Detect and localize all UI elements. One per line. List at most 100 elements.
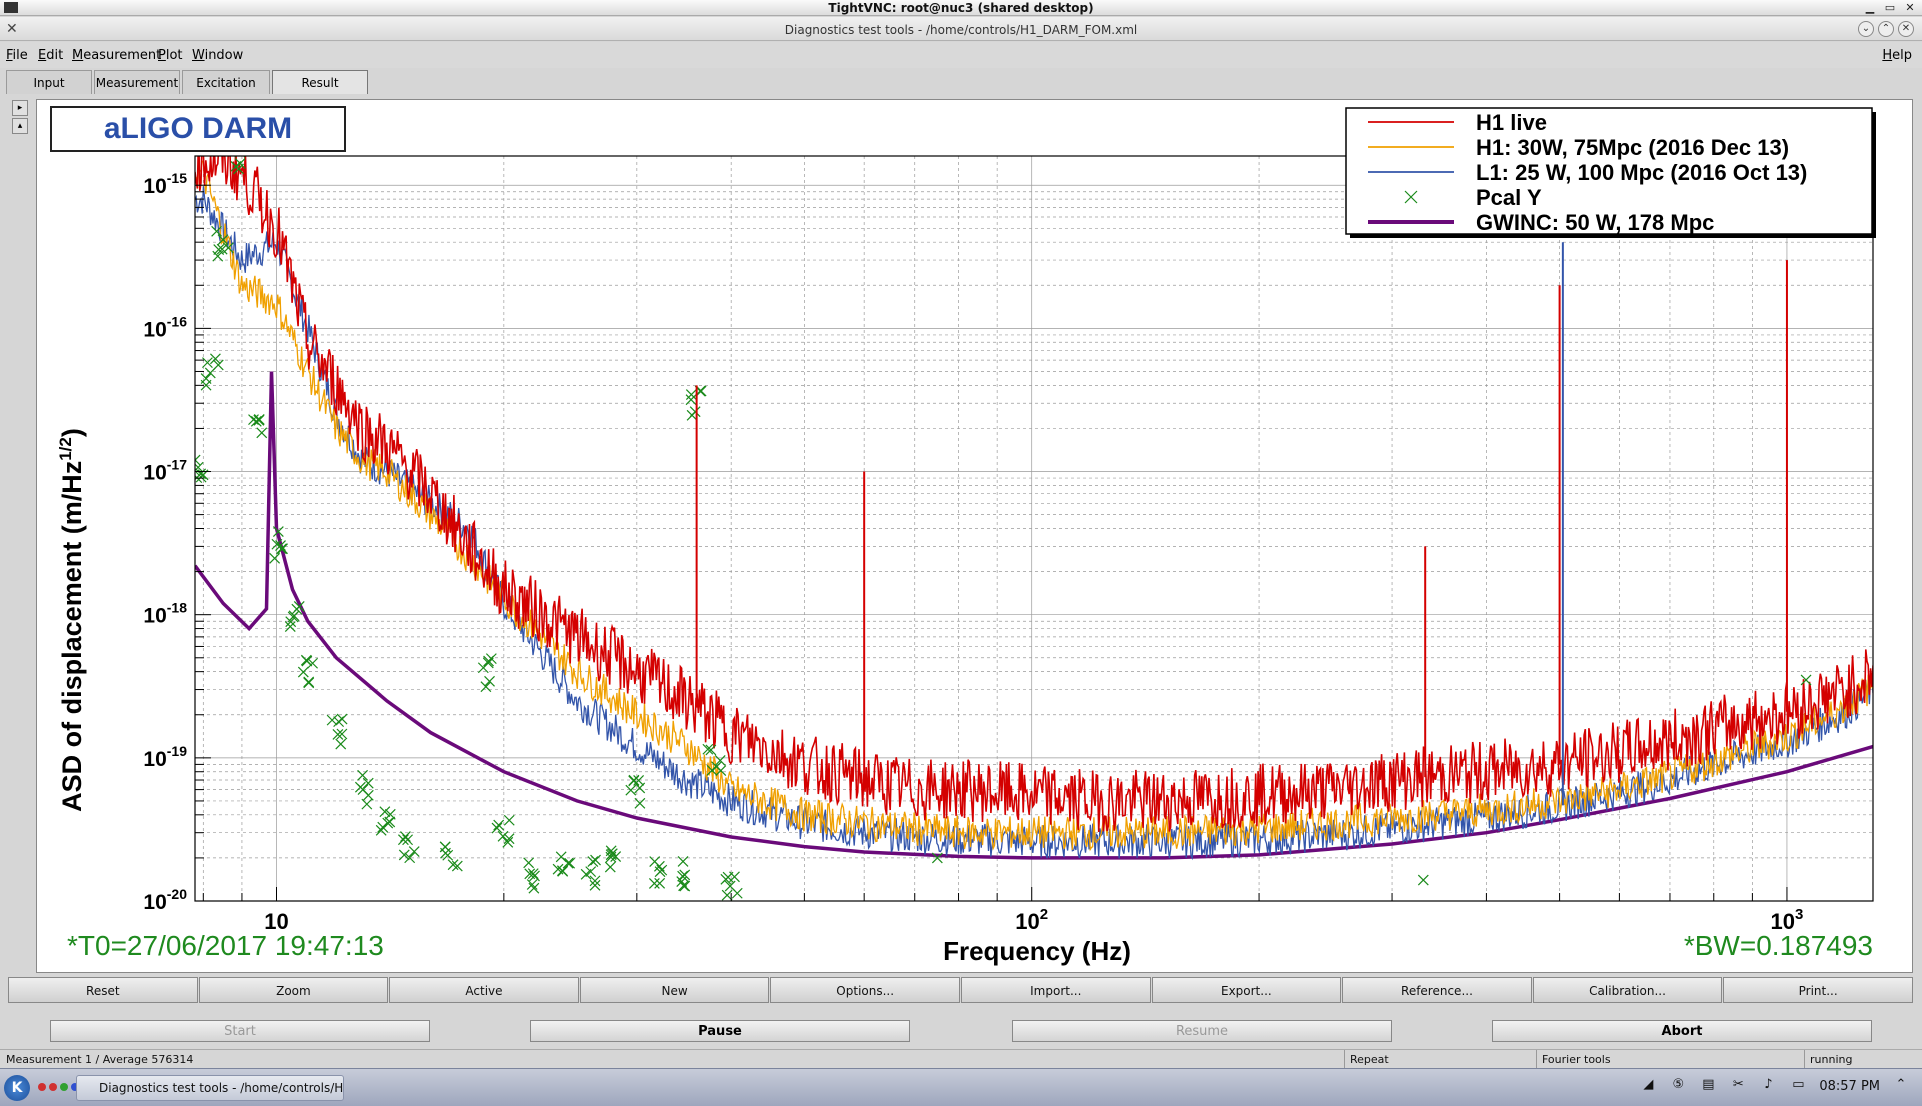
- menu-help[interactable]: Help: [1882, 48, 1912, 63]
- pcal-marker: [1417, 874, 1429, 886]
- resume-button[interactable]: Resume: [1012, 1020, 1392, 1042]
- pcal-marker: [234, 157, 246, 169]
- pcal-marker: [589, 875, 601, 887]
- app-minimize-icon[interactable]: ⌄: [1858, 21, 1874, 37]
- calibration-button[interactable]: Calibration...: [1532, 977, 1723, 1003]
- vnc-close-icon[interactable]: ✕: [1905, 1, 1915, 14]
- pcal-marker: [524, 868, 536, 880]
- pcal-marker: [400, 831, 411, 842]
- pcal-marker: [357, 769, 369, 781]
- pcal-marker: [375, 824, 387, 836]
- taskbar-task-label: Diagnostics test tools - /home/controls/…: [99, 1081, 344, 1095]
- pcal-marker: [256, 427, 268, 439]
- pcal-marker: [527, 868, 539, 880]
- scroll-up-icon[interactable]: ▴: [12, 118, 28, 134]
- pcal-marker: [402, 834, 414, 846]
- clipboard-icon[interactable]: ▤: [1702, 1077, 1715, 1092]
- tab-excitation[interactable]: Excitation: [182, 70, 270, 94]
- start-button[interactable]: Start: [50, 1020, 430, 1042]
- pcal-marker: [384, 808, 396, 820]
- app-close-icon[interactable]: ✕: [1898, 21, 1914, 37]
- pcal-marker: [633, 775, 645, 786]
- pcal-marker: [216, 243, 228, 255]
- pcal-marker: [361, 798, 373, 810]
- import-button[interactable]: Import...: [960, 977, 1151, 1003]
- reference-button[interactable]: Reference...: [1342, 977, 1532, 1003]
- series-pcal-y: [195, 156, 1812, 901]
- menu-measurement[interactable]: Measurement: [72, 48, 162, 63]
- volume-icon[interactable]: ♪: [1764, 1077, 1773, 1092]
- menu-edit[interactable]: Edit: [38, 48, 64, 63]
- tab-measurement[interactable]: Measurement: [94, 70, 180, 94]
- pcal-marker: [685, 389, 697, 401]
- network-icon[interactable]: ◢: [1643, 1077, 1654, 1092]
- tools-icon[interactable]: ✂: [1732, 1077, 1744, 1092]
- legend-label: Pcal Y: [1476, 185, 1542, 210]
- pcal-marker: [397, 834, 409, 846]
- pause-button[interactable]: Pause: [530, 1020, 910, 1042]
- t0-label: *T0=27/06/2017 19:47:13: [67, 930, 384, 961]
- plot-canvas[interactable]: 10 102 103 10-15 10-16 10-17 10-18 10-19 10-20 a…: [36, 99, 1913, 973]
- pcal-marker: [377, 821, 389, 833]
- y-tick-label: 10-15: [143, 170, 187, 198]
- y-tick-label: 10-18: [143, 600, 187, 628]
- pcal-marker: [276, 543, 287, 555]
- pcal-marker: [526, 879, 538, 890]
- asd-plot[interactable]: 10 102 103 10-15 10-16 10-17 10-18 10-19 10-20 a…: [37, 100, 1914, 974]
- vnc-titlebar: TightVNC: root@nuc3 (shared desktop) ▁ ▭…: [0, 0, 1922, 16]
- pcal-marker: [336, 713, 348, 725]
- pcal-marker: [362, 789, 374, 801]
- options-button[interactable]: Options...: [770, 977, 960, 1003]
- pcal-marker: [634, 797, 646, 809]
- taskbar-task-diagnostics[interactable]: Diagnostics test tools - /home/controls/…: [76, 1075, 344, 1101]
- pcal-marker: [272, 526, 284, 538]
- pcal-marker: [213, 244, 225, 256]
- kde-menu-icon[interactable]: K: [4, 1075, 30, 1101]
- reset-button[interactable]: Reset: [8, 977, 198, 1003]
- pcal-marker: [1800, 674, 1812, 686]
- pcal-marker: [491, 822, 503, 834]
- vnc-maximize-icon[interactable]: ▭: [1884, 1, 1896, 14]
- menu-plot[interactable]: Plot: [158, 48, 183, 63]
- active-button[interactable]: Active: [389, 977, 579, 1003]
- pcal-marker: [211, 225, 223, 237]
- pcal-marker: [721, 889, 733, 901]
- clock[interactable]: 08:57 PM: [1819, 1078, 1880, 1094]
- pcal-marker: [502, 836, 514, 848]
- pcal-marker: [689, 406, 701, 418]
- pcal-marker: [275, 540, 286, 552]
- display-icon[interactable]: ▭: [1792, 1077, 1805, 1092]
- pcal-marker: [628, 775, 640, 787]
- pcal-marker: [408, 846, 420, 857]
- app-maximize-icon[interactable]: ⌃: [1878, 21, 1894, 37]
- scroll-right-icon[interactable]: ▸: [12, 100, 28, 116]
- pcal-marker: [202, 357, 213, 369]
- pcal-marker: [326, 714, 338, 726]
- pcal-marker: [497, 830, 509, 842]
- export-button[interactable]: Export...: [1151, 977, 1342, 1003]
- vnc-minimize-icon[interactable]: ▁: [1865, 1, 1875, 14]
- pcal-marker: [451, 860, 463, 872]
- menu-window[interactable]: Window: [192, 48, 244, 63]
- pcal-marker: [248, 414, 259, 426]
- desktop-pager[interactable]: [38, 1083, 79, 1091]
- x-tick-label: 102: [1015, 906, 1048, 934]
- print-button[interactable]: Print...: [1723, 977, 1913, 1003]
- app-icon: ✕: [6, 21, 18, 37]
- zoom-button[interactable]: Zoom: [198, 977, 389, 1003]
- menu-file[interactable]: File: [6, 48, 28, 63]
- pcal-marker: [335, 738, 347, 750]
- series-h1-reference: [195, 160, 1873, 852]
- tab-result[interactable]: Result: [272, 70, 368, 94]
- tab-input[interactable]: Input: [6, 70, 92, 94]
- tray-expand-icon[interactable]: ⌃: [1895, 1077, 1907, 1092]
- pcal-marker: [362, 777, 374, 789]
- abort-button[interactable]: Abort: [1492, 1020, 1872, 1042]
- pcal-marker: [303, 676, 315, 688]
- update-icon[interactable]: ⑤: [1672, 1077, 1685, 1092]
- new-button[interactable]: New: [579, 977, 770, 1003]
- pcal-marker: [222, 242, 234, 254]
- plot-button-row: Reset Zoom Active New Options... Import.…: [8, 977, 1914, 1003]
- pcal-marker: [277, 543, 288, 555]
- legend-label: H1 live: [1476, 110, 1547, 135]
